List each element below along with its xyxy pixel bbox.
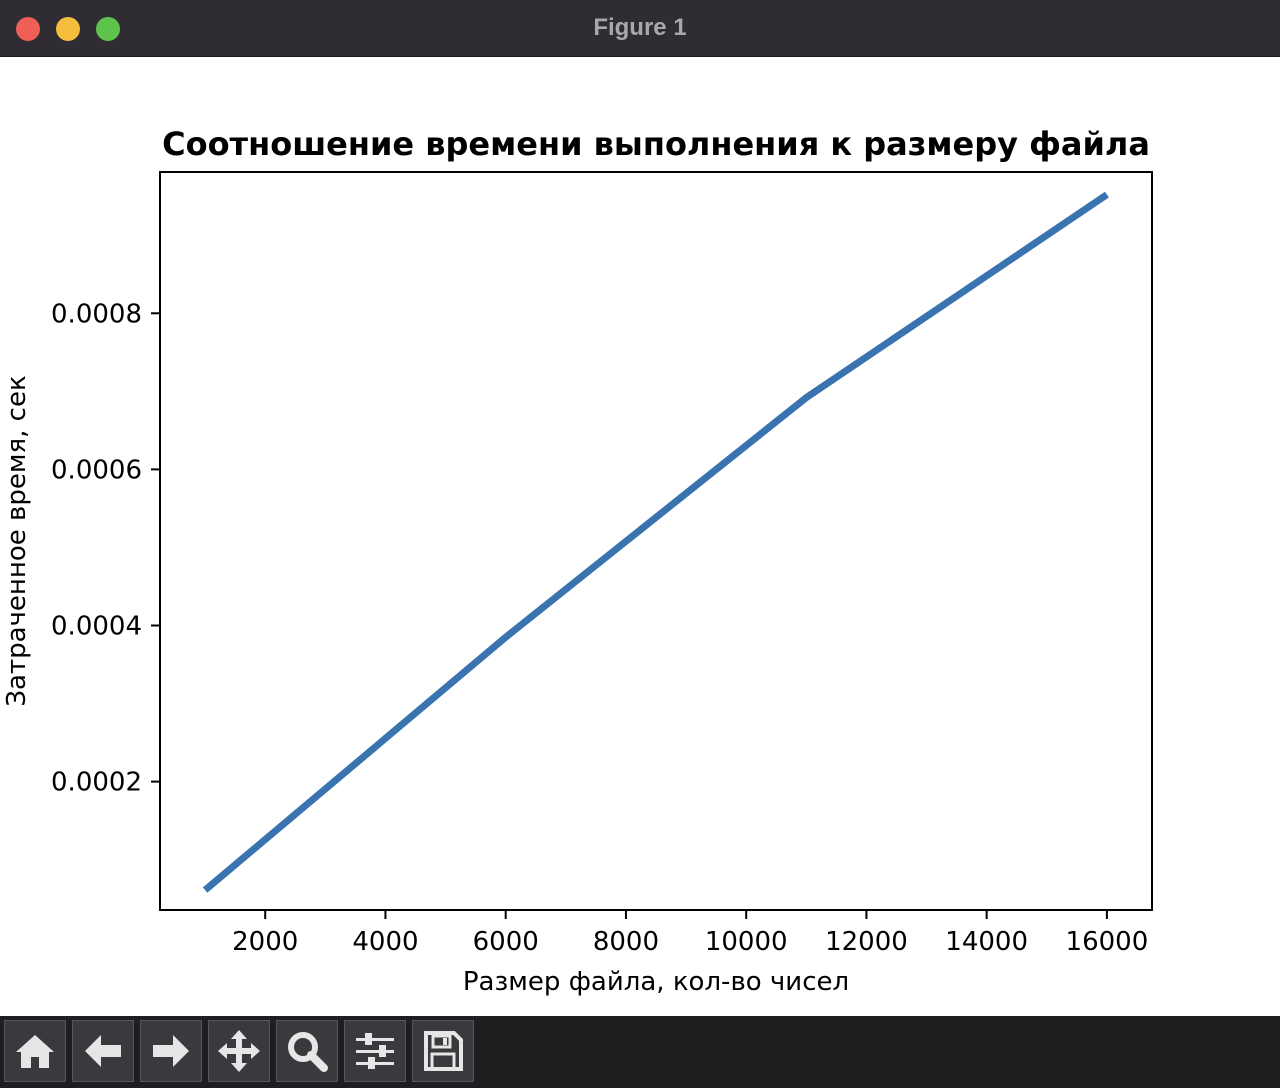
x-tick-label: 8000 [593,927,659,957]
home-icon [16,1035,54,1068]
window-titlebar: Figure 1 [0,0,1280,57]
series-line [202,191,1109,893]
plot-frame [159,171,1153,911]
close-window-button[interactable] [16,17,40,41]
minimize-window-button[interactable] [56,17,80,41]
x-axis: 2000 4000 6000 8000 10000 12000 14000 16000 [232,910,1148,957]
pan-button[interactable] [208,1020,270,1082]
x-tick-label: 10000 [705,927,788,957]
save-button[interactable] [412,1020,474,1082]
line-chart: Соотношение времени выполнения к размеру… [2,125,1153,997]
sliders-icon [356,1033,394,1069]
y-tick-label: 0.0006 [51,455,142,485]
forward-button[interactable] [140,1020,202,1082]
save-icon [424,1031,463,1071]
x-tick-label: 14000 [945,927,1028,957]
figure-canvas: Соотношение времени выполнения к размеру… [0,57,1280,1016]
x-tick-label: 6000 [473,927,539,957]
y-axis-label: Затраченное время, сек [2,375,32,706]
move-icon [218,1030,260,1072]
maximize-window-button[interactable] [96,17,120,41]
window-title: Figure 1 [593,14,687,41]
x-tick-label: 4000 [352,927,418,957]
search-icon [288,1032,328,1072]
x-tick-label: 2000 [232,927,298,957]
home-button[interactable] [4,1020,66,1082]
x-tick-label: 12000 [825,927,908,957]
zoom-button[interactable] [276,1020,338,1082]
y-axis: 0.0002 0.0004 0.0006 0.0008 [51,299,160,798]
series-layer [202,191,1109,893]
arrow-right-icon [153,1035,189,1067]
x-axis-label: Размер файла, кол-во чисел [463,967,849,997]
y-tick-label: 0.0008 [51,299,142,329]
arrow-left-icon [85,1035,121,1067]
chart-title: Соотношение времени выполнения к размеру… [162,125,1150,163]
back-button[interactable] [72,1020,134,1082]
configure-subplots-button[interactable] [344,1020,406,1082]
navigation-toolbar [0,1016,1280,1088]
x-tick-label: 16000 [1066,927,1149,957]
y-tick-label: 0.0004 [51,611,142,641]
y-tick-label: 0.0002 [51,768,142,798]
